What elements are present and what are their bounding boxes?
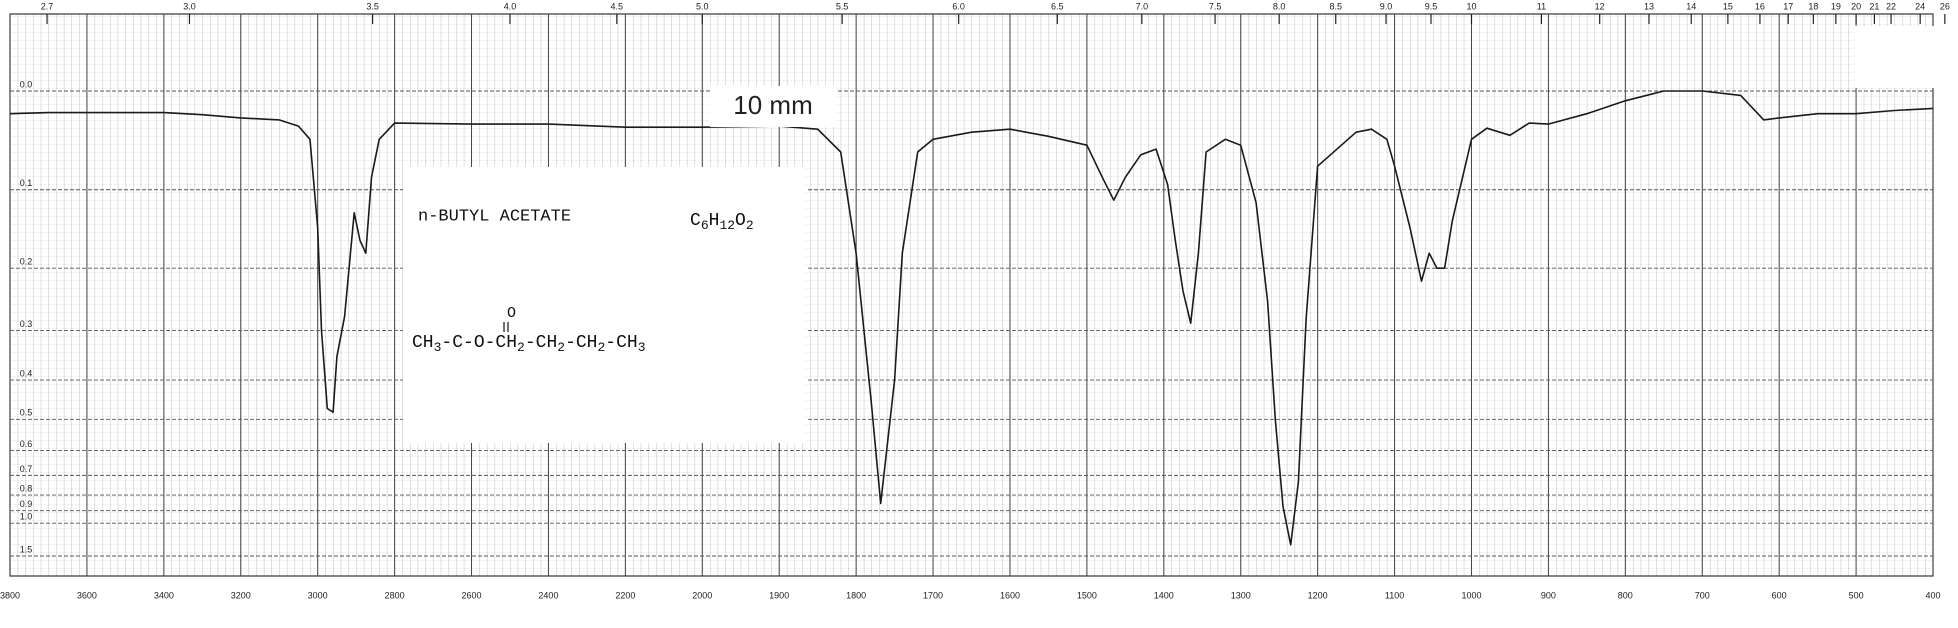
x2-tick-label: 22 (1886, 1, 1896, 11)
y-tick-label: 0.1 (20, 178, 33, 188)
compound-name: n-BUTYL ACETATE (418, 207, 571, 226)
x-tick-label: 2600 (462, 590, 482, 600)
x2-tick-label: 4.0 (504, 1, 517, 11)
x2-tick-label: 7.0 (1136, 1, 1149, 11)
y-tick-label: 0.7 (20, 464, 33, 474)
marks (9, 90, 1934, 546)
x-tick-label: 500 (1849, 590, 1864, 600)
x2-tick-label: 9.0 (1380, 1, 1393, 11)
x2-tick-label: 7.5 (1209, 1, 1222, 11)
y-tick-label: 0.3 (20, 319, 33, 329)
x-tick-label: 1700 (923, 590, 943, 600)
x2-tick-label: 5.0 (696, 1, 709, 11)
x-tick-label: 1500 (1077, 590, 1097, 600)
spectrum-line (9, 90, 1934, 546)
x-tick-label: 1600 (1000, 590, 1020, 600)
y-tick-label: 0.5 (20, 408, 33, 418)
x-tick-label: 1900 (769, 590, 789, 600)
x2-tick-label: 3.5 (366, 1, 379, 11)
x2-tick-label: 8.0 (1273, 1, 1286, 11)
graph-paper (10, 14, 1933, 576)
x-tick-label: 1100 (1385, 590, 1404, 600)
x2-tick-label: 26 (1940, 1, 1950, 11)
x-tick-label: 700 (1695, 590, 1710, 600)
x-tick-label: 1800 (846, 590, 866, 600)
x2-tick-label: 5.5 (836, 1, 849, 11)
y-tick-label: 0.9 (20, 499, 33, 509)
x2-tick-label: 13 (1644, 1, 1654, 11)
compound-box (403, 167, 806, 443)
x2-tick-label: 15 (1723, 1, 1733, 11)
y-tick-label: 0.2 (20, 257, 33, 267)
x2-tick-label: 6.5 (1051, 1, 1064, 11)
x2-tick-label: 17 (1783, 1, 1793, 11)
x2-tick-label: 19 (1831, 1, 1841, 11)
x-tick-label: 1000 (1461, 590, 1481, 600)
x2-tick-label: 14 (1686, 1, 1696, 11)
x-tick-label: 2200 (615, 590, 635, 600)
y-tick-label: 1.5 (20, 544, 33, 554)
x2-tick-label: 11 (1537, 1, 1546, 11)
path-length: 10 mm (733, 90, 812, 120)
x-tick-label: 600 (1772, 590, 1787, 600)
x2-tick-label: 9.5 (1425, 1, 1438, 11)
compound-formula: C6H12O2 (690, 211, 754, 234)
y-tick-label: 0.6 (20, 439, 33, 449)
y-tick-label: 0.4 (20, 368, 33, 378)
x2-tick-label: 4.5 (611, 1, 624, 11)
x-tick-label: 3400 (154, 590, 174, 600)
x-tick-label: 1300 (1231, 590, 1251, 600)
x2-tick-label: 3.0 (183, 1, 196, 11)
x-tick-label: 3600 (77, 590, 97, 600)
x2-tick-label: 20 (1851, 1, 1861, 11)
y-tick-label: 0.8 (20, 483, 33, 493)
y-tick-label: 0.0 (20, 79, 33, 89)
x-tick-label: 3800 (0, 590, 20, 600)
x-tick-label: 1200 (1308, 590, 1328, 600)
x2-tick-label: 6.0 (952, 1, 965, 11)
x-tick-label: 3000 (308, 590, 328, 600)
x2-tick-label: 10 (1466, 1, 1476, 11)
y-tick-label: 1.0 (20, 512, 33, 522)
x2-tick-label: 21 (1869, 1, 1879, 11)
x2-tick-label: 18 (1808, 1, 1818, 11)
path-length-box (710, 86, 836, 127)
carbonyl-oxygen: O (507, 305, 516, 322)
x-tick-label: 1400 (1154, 590, 1174, 600)
x-tick-label: 400 (1925, 590, 1940, 600)
x-tick-label: 2400 (538, 590, 558, 600)
x-tick-label: 3200 (231, 590, 251, 600)
x2-tick-label: 2.7 (41, 1, 54, 11)
x-tick-label: 2000 (692, 590, 712, 600)
blank-area (1855, 26, 1935, 88)
x-tick-label: 900 (1541, 590, 1556, 600)
x2-tick-label: 16 (1755, 1, 1765, 11)
x2-tick-label: 12 (1595, 1, 1605, 11)
x2-tick-label: 24 (1915, 1, 1925, 11)
x-tick-label: 800 (1618, 590, 1633, 600)
compound-structure: CH3-C-O-CH2-CH2-CH2-CH3 (412, 333, 646, 356)
x2-tick-label: 8.5 (1329, 1, 1342, 11)
x-tick-label: 2800 (385, 590, 405, 600)
